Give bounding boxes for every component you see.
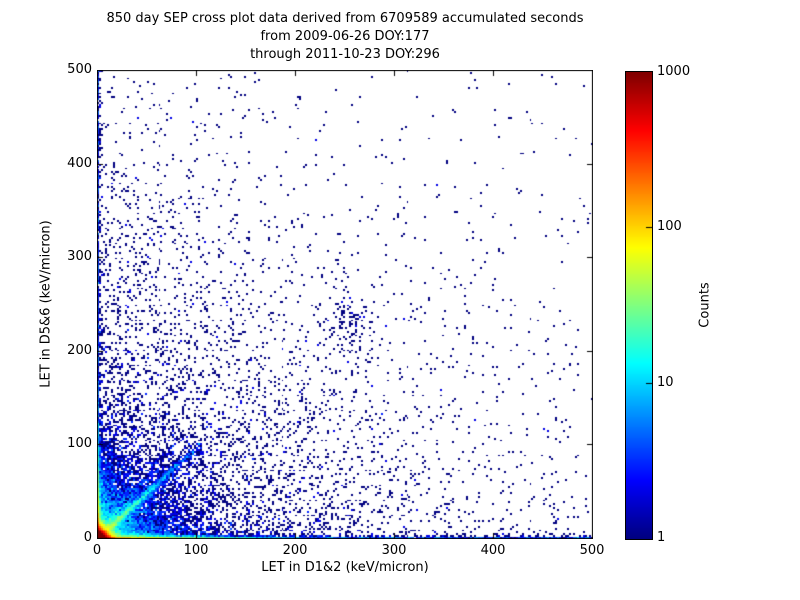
x-tick-label: 0 xyxy=(92,543,102,558)
colorbar-gradient xyxy=(625,71,653,540)
y-tick-label: 0 xyxy=(83,530,92,545)
colorbar-tick-label: 100 xyxy=(657,219,682,235)
x-axis-label: LET in D1&2 (keV/micron) xyxy=(261,560,429,575)
y-tick-label: 100 xyxy=(67,436,92,452)
x-tick-label: 100 xyxy=(183,543,209,558)
y-tick-label: 200 xyxy=(67,342,92,358)
x-tick-label: 400 xyxy=(480,543,506,558)
colorbar-tick-label: 1 xyxy=(657,530,666,545)
x-tick-label: 300 xyxy=(381,543,407,558)
chart-title: 850 day SEP cross plot data derived from… xyxy=(97,10,593,64)
y-tick-label: 400 xyxy=(67,155,92,171)
y-tick-label: 300 xyxy=(67,249,92,265)
x-tick-label: 200 xyxy=(282,543,308,558)
colorbar-tick-label: 10 xyxy=(657,374,674,390)
y-axis-label: LET in D5&6 (keV/micron) xyxy=(38,220,54,388)
title-line-2: from 2009-06-26 DOY:177 xyxy=(260,29,430,44)
colorbar-label: Counts xyxy=(697,282,713,328)
title-line-1: 850 day SEP cross plot data derived from… xyxy=(106,11,584,26)
x-tick-label: 500 xyxy=(579,543,605,558)
colorbar-tick-label: 1000 xyxy=(657,64,691,79)
scatter-plot-area xyxy=(97,70,593,539)
title-line-3: through 2011-10-23 DOY:296 xyxy=(250,47,440,62)
y-tick-label: 500 xyxy=(67,62,92,77)
